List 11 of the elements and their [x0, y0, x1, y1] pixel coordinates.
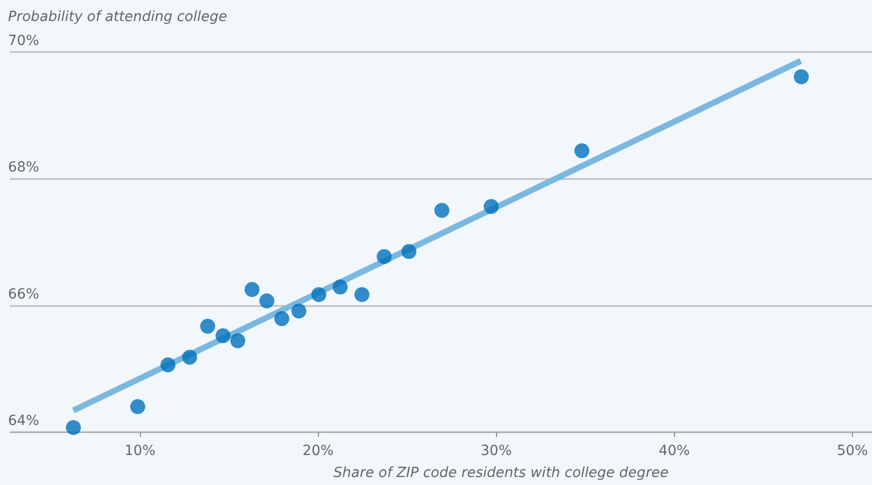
x-tick-label: 30%: [480, 443, 512, 459]
x-tick-label: 50%: [836, 443, 868, 459]
x-tick-label: 20%: [302, 443, 334, 459]
x-tick-label: 40%: [658, 443, 690, 459]
y-axis-title: Probability of attending college: [8, 9, 228, 25]
y-tick-label: 66%: [8, 286, 40, 302]
y-tick-label: 68%: [8, 160, 40, 176]
x-tick-label: 10%: [124, 443, 156, 459]
y-tick-label: 64%: [8, 413, 40, 429]
x-axis-title: Share of ZIP code residents with college degree: [333, 465, 669, 481]
y-tick-label: 70%: [8, 33, 40, 49]
